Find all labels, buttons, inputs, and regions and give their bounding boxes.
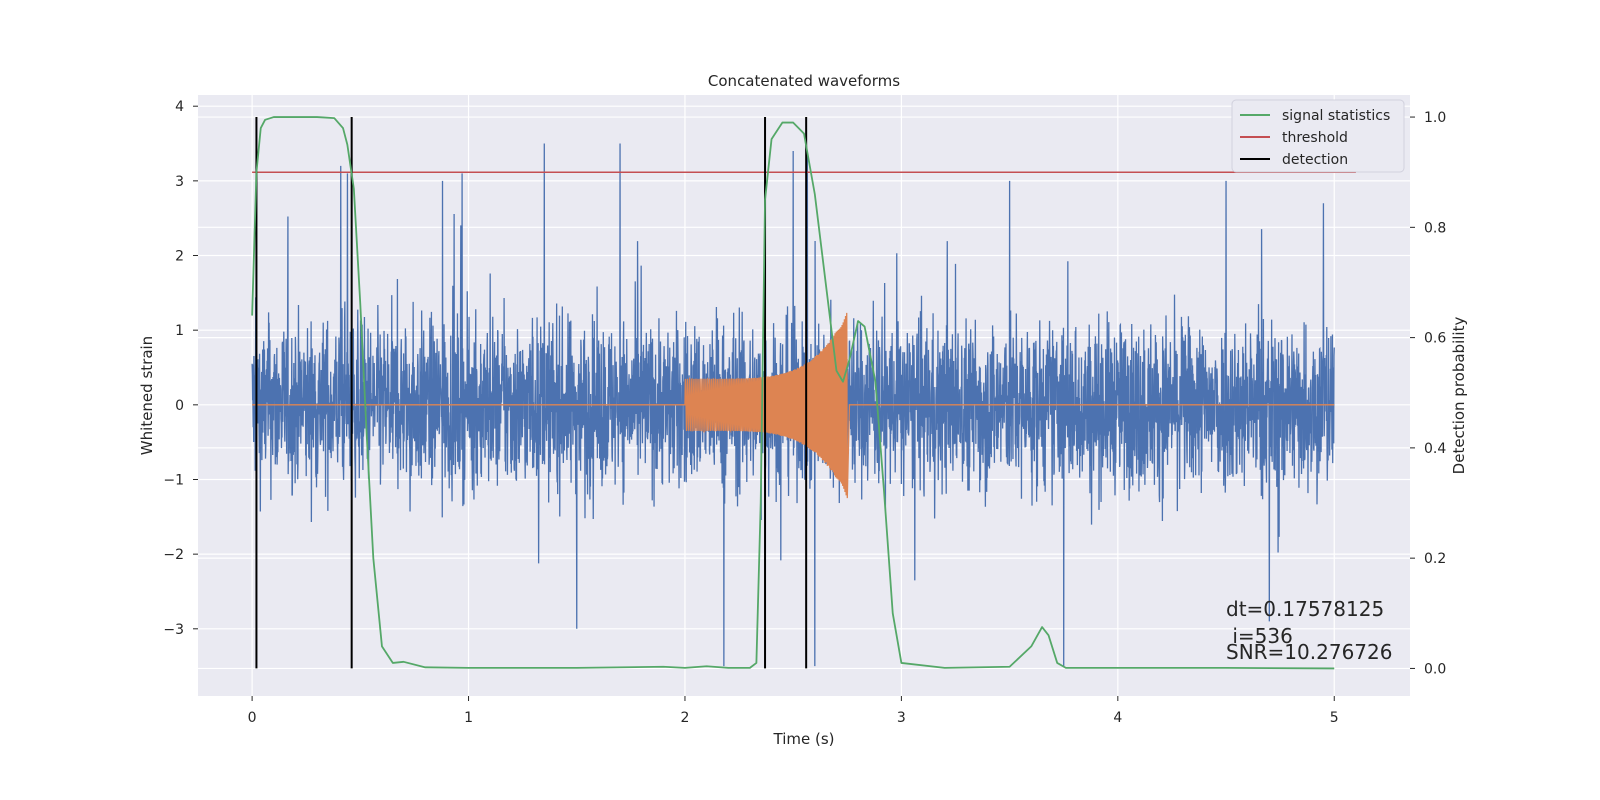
y-right-tick-label: 0.0 xyxy=(1424,661,1446,677)
x-axis-label: Time (s) xyxy=(773,730,835,748)
y-left-tick-label: −3 xyxy=(163,622,184,638)
legend-label: threshold xyxy=(1282,130,1348,146)
y-left-tick-label: −1 xyxy=(163,472,184,488)
series-waveform xyxy=(252,312,1335,499)
series-layer xyxy=(251,116,1356,670)
y-right-tick-label: 0.4 xyxy=(1424,441,1446,457)
annotation-dt: dt=0.17578125 xyxy=(1226,597,1384,621)
x-tick-label: 4 xyxy=(1113,710,1122,726)
legend-label: detection xyxy=(1282,152,1348,168)
y-left-tick-label: 1 xyxy=(175,323,184,339)
y-left-tick-label: 0 xyxy=(175,398,184,414)
grid xyxy=(198,95,1410,696)
x-tick-label: 5 xyxy=(1330,710,1339,726)
series-strain xyxy=(251,143,1335,667)
y-left-tick-label: 4 xyxy=(175,99,184,115)
y-right-tick-label: 1.0 xyxy=(1424,110,1446,126)
annotation-index: i=536 xyxy=(1226,624,1293,648)
series-signal-statistics xyxy=(251,116,1335,670)
y-left-tick-label: 3 xyxy=(175,174,184,190)
y-right-tick-label: 0.8 xyxy=(1424,220,1446,236)
y-left-tick-label: 2 xyxy=(175,249,184,265)
x-tick-label: 1 xyxy=(464,710,473,726)
chart-title: Concatenated waveforms xyxy=(708,72,900,90)
y-right-tick-label: 0.6 xyxy=(1424,331,1446,347)
legend-box xyxy=(1231,99,1405,173)
y-axis-left-label: Whitened strain xyxy=(138,336,156,455)
y-right-tick-label: 0.2 xyxy=(1424,551,1446,567)
y-axis-right-label: Detection probability xyxy=(1450,317,1468,475)
annotation: dt=0.17578125 i=536 SNR=10.276726 xyxy=(1226,597,1392,664)
axes-layer: 0 1 2 3 4 5 −3 −2 −1 0 1 2 3 4 0.0 0.2 0.4 0.6 0.8 1.0 xyxy=(163,99,1446,726)
y-left-tick-label: −2 xyxy=(163,547,184,563)
x-tick-label: 2 xyxy=(681,710,690,726)
legend: signal statistics threshold detection xyxy=(1231,99,1405,173)
annotation-snr: SNR=10.276726 xyxy=(1226,640,1392,664)
legend-label: signal statistics xyxy=(1282,108,1390,124)
x-tick-label: 0 xyxy=(248,710,257,726)
x-tick-label: 3 xyxy=(897,710,906,726)
